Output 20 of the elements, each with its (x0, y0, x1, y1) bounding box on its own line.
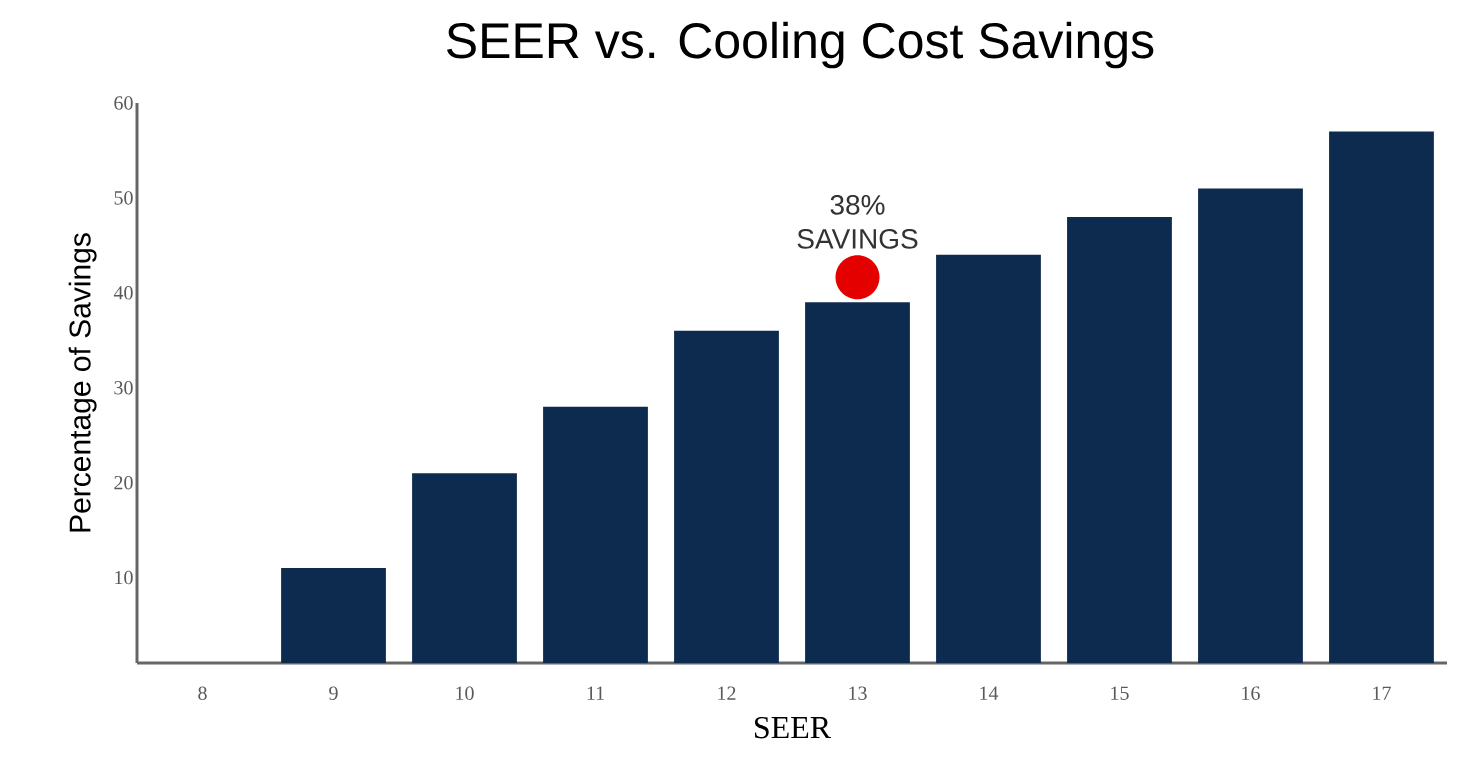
x-tick-label: 8 (198, 686, 207, 701)
y-tick-label: 20 (114, 475, 133, 490)
y-tick-label: 60 (114, 96, 133, 110)
y-axis-title: Percentage of Savings (68, 233, 97, 532)
x-axis-title: SEER (755, 716, 832, 739)
x-tick-label: 15 (1111, 686, 1129, 700)
chart-title: SEER vs. Cooling Cost Savings (447, 21, 1154, 69)
x-tick-label: 11 (587, 686, 604, 700)
annotation: 38% SAVINGS (797, 194, 918, 249)
y-tick-label: 40 (113, 286, 133, 300)
x-tick-label: 17 (1373, 686, 1391, 700)
x-tick-label: 14 (980, 686, 999, 700)
y-tick-label: 10 (115, 570, 133, 585)
x-tick-label: 13 (849, 686, 867, 700)
y-tick-label: 30 (114, 380, 133, 395)
x-tick-label: 9 (329, 686, 338, 700)
x-tick-label: 16 (1242, 686, 1260, 700)
x-tick-label: 12 (718, 686, 736, 700)
y-tick-label: 50 (114, 191, 133, 205)
x-tick-label: 10 (456, 686, 474, 701)
